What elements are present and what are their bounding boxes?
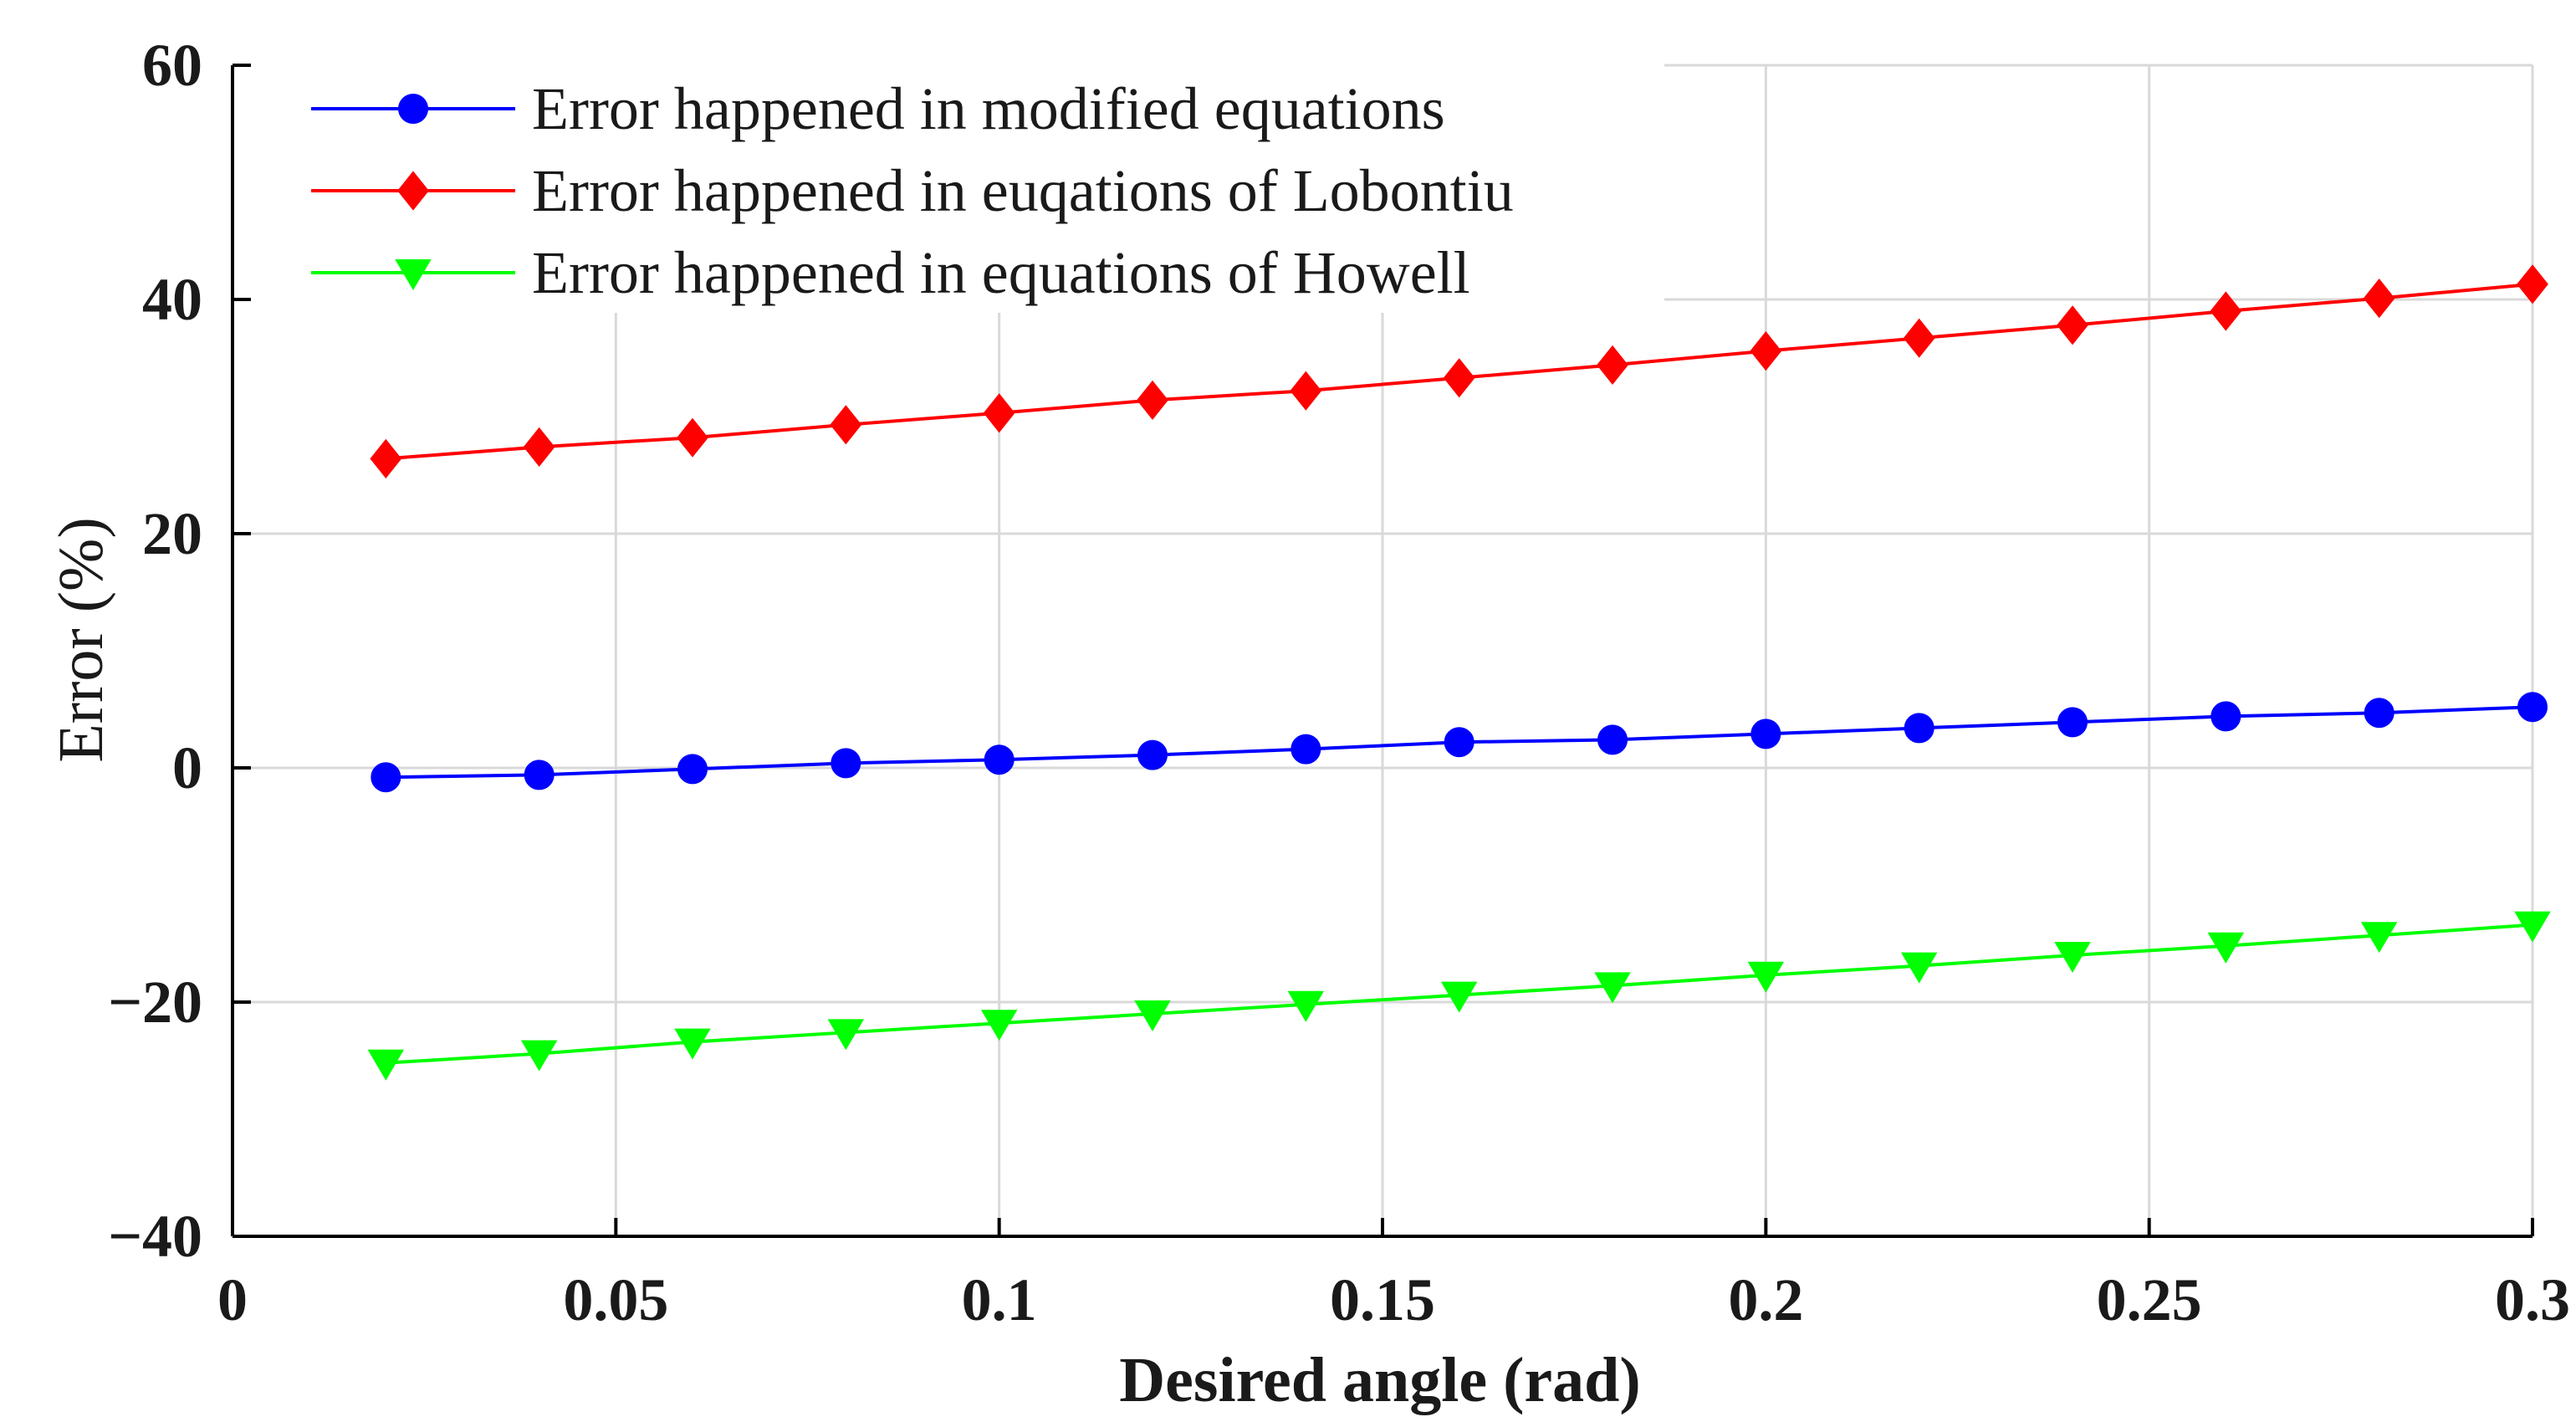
data-point xyxy=(2363,278,2395,319)
data-point xyxy=(1137,380,1168,421)
legend-entry: Error happened in equations of Howell xyxy=(311,239,1470,306)
series-3 xyxy=(367,911,2551,1081)
data-point xyxy=(2517,692,2548,723)
data-point xyxy=(367,1049,405,1081)
data-point xyxy=(2360,922,2398,954)
data-point xyxy=(984,744,1015,775)
data-point xyxy=(1597,724,1628,755)
data-point xyxy=(2514,911,2551,943)
data-point xyxy=(2211,701,2241,732)
y-tick-label: 40 xyxy=(142,266,202,333)
data-point xyxy=(1900,952,1938,984)
data-point xyxy=(1443,358,1475,398)
data-series xyxy=(367,264,2551,1081)
data-point xyxy=(674,1028,711,1060)
y-tick-label: −40 xyxy=(108,1203,202,1270)
x-axis-label: Desired angle (rad) xyxy=(1119,1345,1640,1415)
data-point xyxy=(827,1019,865,1051)
legend-entry: Error happened in euqations of Lobontiu xyxy=(311,157,1514,224)
data-point xyxy=(370,438,402,479)
x-tick-label: 0.3 xyxy=(2495,1266,2570,1333)
data-point xyxy=(523,427,555,468)
legend-marker xyxy=(395,259,432,290)
data-point xyxy=(1291,734,1321,765)
data-point xyxy=(1904,713,1935,744)
data-point xyxy=(1137,739,1168,770)
x-tick-label: 0 xyxy=(217,1266,248,1333)
data-point xyxy=(2057,305,2088,345)
x-tick-label: 0.15 xyxy=(1330,1266,1435,1333)
data-point xyxy=(524,760,555,790)
legend-label: Error happened in euqations of Lobontiu xyxy=(532,157,1514,224)
data-point xyxy=(2057,707,2088,738)
y-tick-label: 20 xyxy=(142,500,202,567)
data-point xyxy=(1444,727,1475,758)
data-point xyxy=(2207,932,2245,964)
legend: Error happened in modified equations Erro… xyxy=(251,52,1664,313)
x-tick-label: 0.25 xyxy=(2097,1266,2202,1333)
data-point xyxy=(831,748,861,779)
tick-labels: 0 0.05 0.1 0.15 0.2 0.25 0.3 −40 −20 0 20 40 60 xyxy=(108,32,2570,1333)
data-point xyxy=(1440,981,1478,1013)
legend-marker xyxy=(397,171,429,211)
data-point xyxy=(1750,330,1782,371)
axes xyxy=(231,64,2534,1238)
x-tick-label: 0.05 xyxy=(563,1266,668,1333)
legend-label: Error happened in equations of Howell xyxy=(532,239,1470,306)
data-point xyxy=(1290,371,1322,411)
data-point xyxy=(677,417,708,458)
legend-label: Error happened in modified equations xyxy=(532,75,1445,142)
data-point xyxy=(2364,698,2395,729)
data-point xyxy=(520,1040,558,1072)
legend-entry: Error happened in modified equations xyxy=(311,75,1445,142)
legend-marker xyxy=(398,94,428,124)
y-axis-label: Error (%) xyxy=(46,517,116,762)
data-point xyxy=(1903,318,1935,358)
data-point xyxy=(2517,264,2548,304)
data-point xyxy=(1747,961,1785,993)
x-tick-label: 0.1 xyxy=(962,1266,1037,1333)
data-point xyxy=(1751,719,1781,749)
x-tick-label: 0.2 xyxy=(1728,1266,1803,1333)
y-tick-label: 0 xyxy=(172,734,202,801)
y-tick-label: −20 xyxy=(108,969,202,1036)
legend-box xyxy=(251,52,1664,313)
data-point xyxy=(1287,990,1325,1022)
data-point xyxy=(1134,1000,1171,1031)
data-point xyxy=(830,405,862,445)
data-point xyxy=(980,1010,1018,1041)
data-point xyxy=(371,762,401,793)
data-point xyxy=(1594,972,1631,1004)
data-point xyxy=(983,393,1015,433)
series-2 xyxy=(370,264,2548,479)
data-point xyxy=(1597,345,1628,386)
y-tick-label: 60 xyxy=(142,32,202,99)
data-point xyxy=(677,754,708,785)
data-point xyxy=(2054,942,2091,973)
data-point xyxy=(2210,291,2242,331)
series-1 xyxy=(371,692,2548,793)
